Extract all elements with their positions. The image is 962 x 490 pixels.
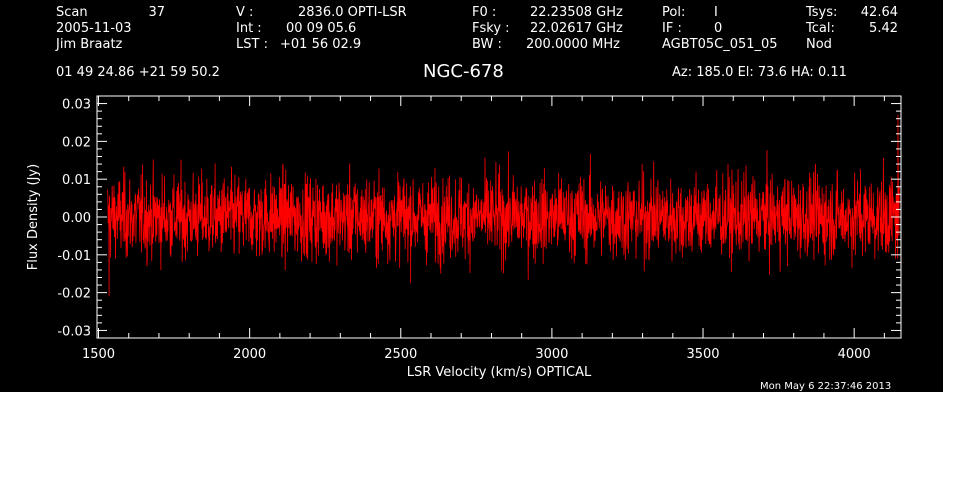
lst-value: +01 56 02.9 (280, 37, 362, 52)
x-tick-label: 1500 (82, 347, 115, 362)
f0-label: F0 : (472, 5, 497, 20)
if-label: IF : (662, 21, 682, 36)
footer-timestamp: Mon May 6 22:37:46 2013 (760, 381, 892, 392)
x-tick-label: 3500 (686, 347, 719, 362)
fsky-label: Fsky : (472, 21, 510, 36)
source-coordinates: 01 49 24.86 +21 59 50.2 (56, 65, 220, 80)
bandwidth-value: 200.0000 MHz (526, 37, 620, 52)
velocity-value: 2836.0 OPTI-LSR (298, 5, 407, 20)
tcal-value: 5.42 (869, 21, 898, 36)
y-tick-label: -0.02 (57, 287, 91, 302)
pol-label: Pol: (662, 5, 686, 20)
tsys-label: Tsys: (806, 5, 838, 20)
tick-labels: 1500 2000 2500 3000 3500 4000 -0.03 -0.02 -0.01 0… (57, 98, 870, 362)
axis-ticks (97, 96, 901, 338)
y-tick-label: 0.00 (62, 211, 91, 226)
integration-label: Int : (236, 21, 262, 36)
if-value: 0 (714, 21, 723, 36)
scan-value: 37 (148, 5, 165, 20)
y-tick-label: 0.03 (62, 98, 91, 113)
az-el-ha: Az: 185.0 El: 73.6 HA: 0.11 (672, 65, 847, 80)
fsky-value: 22.02617 GHz (530, 21, 623, 36)
project-id: AGBT05C_051_05 (662, 37, 778, 52)
velocity-label: V : (236, 5, 254, 20)
y-tick-label: 0.01 (62, 173, 91, 188)
spectrum-plot: 1500 2000 2500 3000 3500 4000 -0.03 -0.02 -0.01 0… (26, 95, 902, 380)
chart-title: NGC-678 (423, 61, 504, 82)
observation-date: 2005-11-03 (56, 21, 132, 36)
y-tick-label: -0.01 (57, 249, 91, 264)
x-tick-label: 3000 (535, 347, 568, 362)
tcal-label: Tcal: (806, 21, 835, 36)
y-tick-label: 0.02 (62, 135, 91, 150)
scan-label: Scan (56, 5, 88, 20)
x-tick-label: 2500 (384, 347, 417, 362)
procedure-name: Nod (806, 37, 832, 52)
tsys-value: 42.64 (860, 5, 898, 20)
x-tick-label: 4000 (838, 347, 871, 362)
x-tick-label: 2000 (233, 347, 266, 362)
f0-value: 22.23508 GHz (530, 5, 623, 20)
x-axis-label: LSR Velocity (km/s) OPTICAL (407, 365, 592, 380)
y-tick-label: -0.03 (57, 324, 91, 339)
observer-name: Jim Braatz (56, 37, 123, 52)
lst-label: LST : (236, 37, 268, 52)
integration-value: 00 09 05.6 (286, 21, 357, 36)
spectrum-trace-line (107, 114, 900, 297)
spectrum-panel: Scan 37 2005-11-03 Jim Braatz V : 2836.0… (0, 0, 943, 392)
bandwidth-label: BW : (472, 37, 502, 52)
spectrum-trace-group (107, 114, 900, 297)
y-axis-label: Flux Density (Jy) (26, 164, 41, 270)
pol-value: I (714, 5, 718, 20)
